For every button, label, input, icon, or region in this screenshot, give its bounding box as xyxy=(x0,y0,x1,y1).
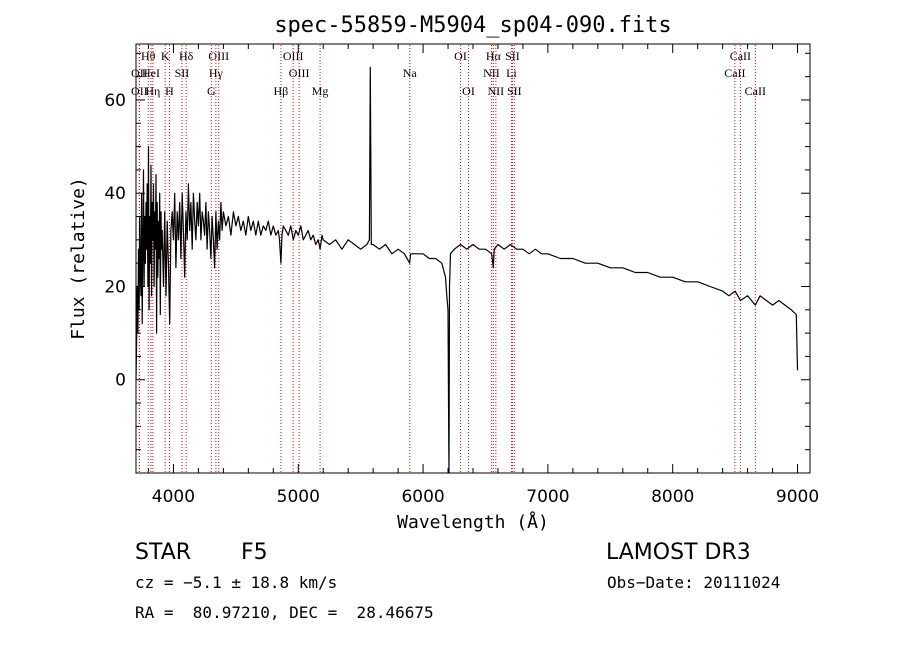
chart-title: spec-55859-M5904_sp04-090.fits xyxy=(274,13,671,38)
spectral-line-label: Hδ xyxy=(179,49,194,63)
x-tick-label: 7000 xyxy=(526,487,569,507)
spectral-line-label: OIII xyxy=(289,66,310,80)
spectral-line-label: Hβ xyxy=(274,84,289,98)
y-axis-label: Flux (relative) xyxy=(68,177,89,340)
y-tick-label: 20 xyxy=(104,277,126,297)
object-class: STAR xyxy=(135,540,192,565)
x-tick-label: 5000 xyxy=(277,487,320,507)
spectral-line-label: OI xyxy=(454,49,467,63)
spectral-line-label: OI xyxy=(462,84,475,98)
spectral-line-label: CaII xyxy=(730,49,751,63)
obs-date-text: Obs−Date: 20111024 xyxy=(607,573,781,592)
spectral-line-label: Mg xyxy=(312,84,329,98)
y-tick-label: 0 xyxy=(115,371,126,391)
spectral-line-label: NII xyxy=(488,84,505,98)
x-tick-label: 8000 xyxy=(651,487,694,507)
spectral-line-label: OII xyxy=(131,84,148,98)
spectral-line-label: Hα xyxy=(486,49,502,63)
y-tick-label: 60 xyxy=(104,91,126,111)
velocity-text: cz = −5.1 ± 18.8 km/s xyxy=(135,573,338,592)
spectral-line-label: H xyxy=(165,84,174,98)
spectral-line-label: SII xyxy=(507,84,522,98)
spectral-line-label: OIII xyxy=(283,49,304,63)
spectral-line-label: Hγ xyxy=(209,66,224,80)
spectral-line-label: SII xyxy=(175,66,190,80)
spectral-line-label: NII xyxy=(483,66,500,80)
spectral-line-label: G xyxy=(207,84,216,98)
spectral-line-label: Hθ xyxy=(141,49,156,63)
spectral-line-label: Na xyxy=(403,66,418,80)
spectral-line-label: CaII xyxy=(745,84,766,98)
spectral-line-label: CaII xyxy=(724,66,745,80)
spectral-line-label: HeI xyxy=(142,66,160,80)
spectral-line-label: OIII xyxy=(208,49,229,63)
spectral-line-label: Hη xyxy=(145,84,160,98)
x-tick-label: 4000 xyxy=(152,487,195,507)
spectrum-line xyxy=(135,66,799,474)
x-tick-label: 9000 xyxy=(776,487,819,507)
object-subclass: F5 xyxy=(241,540,268,565)
y-tick-label: 40 xyxy=(104,184,126,204)
plot-frame xyxy=(135,43,811,474)
spectral-line-label: K xyxy=(161,49,170,63)
x-axis-label: Wavelength (Å) xyxy=(397,511,549,533)
x-tick-label: 6000 xyxy=(401,487,444,507)
coords-text: RA = 80.97210, DEC = 28.46675 xyxy=(135,603,434,622)
spectrum-chart: spec-55859-M5904_sp04-090.fits 4000 5000 60… xyxy=(68,13,819,533)
spectral-line-label: SII xyxy=(505,49,520,63)
survey-label: LAMOST DR3 xyxy=(606,540,751,565)
spectral-line-label: Li xyxy=(506,66,517,80)
